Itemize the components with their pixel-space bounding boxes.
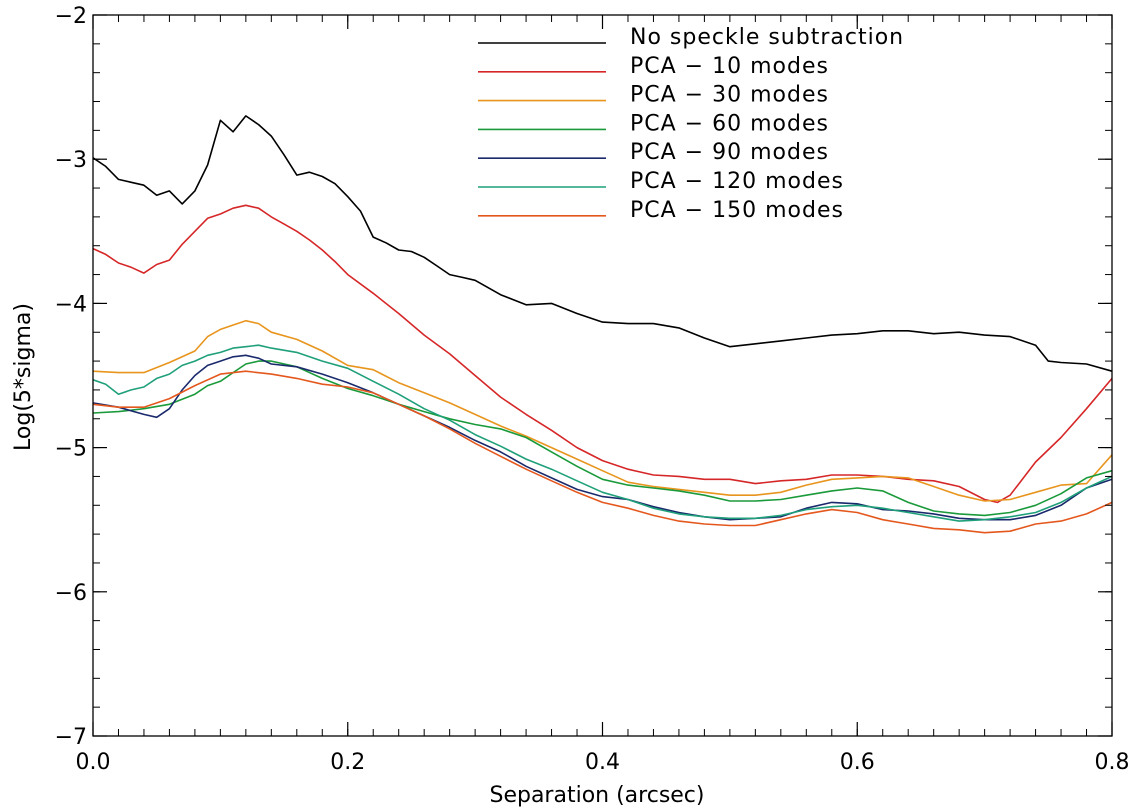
y-tick-label: −7 xyxy=(55,725,87,750)
series-line-6 xyxy=(92,370,1113,534)
series-line-3 xyxy=(92,360,1113,517)
plot-frame xyxy=(92,14,1113,737)
x-tick-label: 0.8 xyxy=(1095,750,1130,775)
series-lines xyxy=(92,115,1113,534)
series-line-0 xyxy=(92,115,1113,372)
x-tick-label: 0.2 xyxy=(330,750,365,775)
series-line-4 xyxy=(92,354,1113,521)
legend-label-5: PCA − 120 modes xyxy=(630,169,844,194)
legend-label-4: PCA − 90 modes xyxy=(630,140,829,165)
legend-label-2: PCA − 30 modes xyxy=(630,83,829,108)
x-axis-title: Separation (arcsec) xyxy=(489,783,704,808)
y-axis-title: Log(5*sigma) xyxy=(11,303,36,451)
y-tick-label: −5 xyxy=(55,437,87,462)
series-line-2 xyxy=(92,319,1113,502)
legend-label-3: PCA − 60 modes xyxy=(630,111,829,136)
legend-label-6: PCA − 150 modes xyxy=(630,198,844,223)
y-tick-label: −4 xyxy=(55,292,87,317)
x-tick-label: 0.4 xyxy=(585,750,620,775)
y-tick-label: −3 xyxy=(55,148,87,173)
y-tick-label: −2 xyxy=(55,4,87,29)
legend-label-0: No speckle subtraction xyxy=(630,25,904,50)
x-tick-label: 0.6 xyxy=(840,750,875,775)
axes: 0.0 0.2 0.4 0.6 0.8 −7 −6 −5 −4 −3 −2 xyxy=(55,4,1130,775)
x-tick-label: 0.0 xyxy=(76,750,111,775)
series-line-5 xyxy=(92,344,1113,522)
y-tick-label: −6 xyxy=(55,581,87,606)
series-line-1 xyxy=(92,204,1113,504)
legend-label-1: PCA − 10 modes xyxy=(630,54,829,79)
legend: No speckle subtraction PCA − 10 modes PCA … xyxy=(478,25,904,223)
